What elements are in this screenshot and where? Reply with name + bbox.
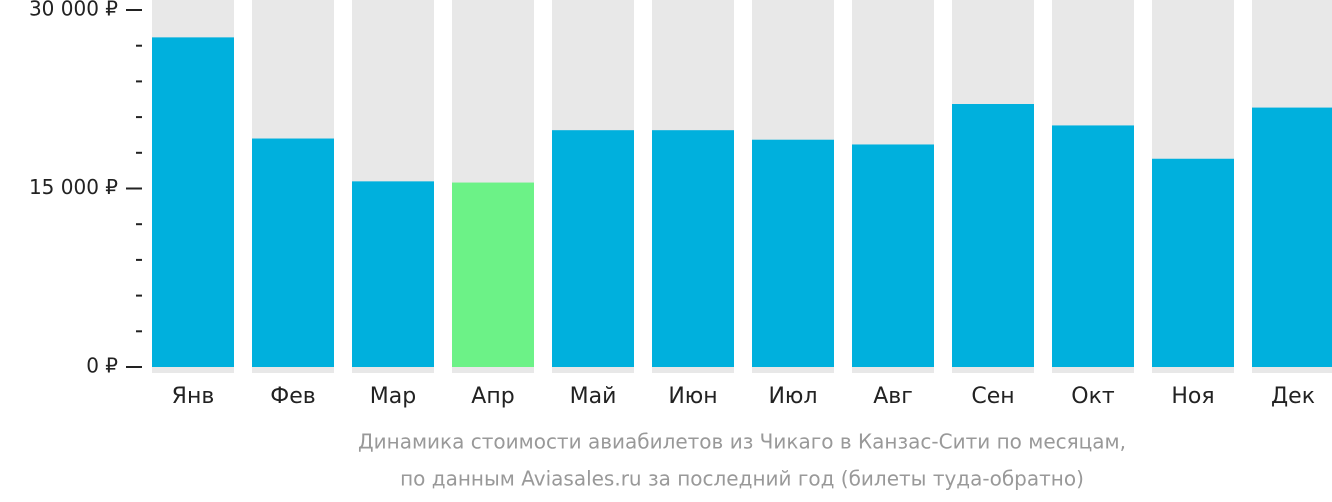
x-tick-label: Июн — [668, 384, 717, 409]
x-tick-label: Сен — [971, 384, 1014, 409]
x-tick-label: Апр — [471, 384, 514, 409]
bar — [452, 182, 534, 367]
bar — [152, 37, 234, 368]
bar — [852, 144, 934, 367]
bar — [652, 130, 734, 367]
x-tick-label: Окт — [1071, 384, 1115, 409]
y-tick-label: 15 000 ₽ — [29, 175, 118, 199]
bar — [252, 138, 334, 367]
x-tick-label: Фев — [270, 384, 315, 409]
bar — [552, 130, 634, 367]
x-tick-label: Янв — [172, 384, 215, 409]
y-tick-label: 0 ₽ — [86, 354, 118, 378]
x-tick-label: Ноя — [1171, 384, 1214, 409]
caption: Динамика стоимости авиабилетов из Чикаго… — [358, 430, 1126, 454]
bar — [1252, 107, 1332, 367]
bar — [1052, 125, 1134, 368]
x-tick-label: Май — [570, 384, 617, 409]
x-tick-label: Июл — [768, 384, 817, 409]
bar — [952, 104, 1034, 367]
bar — [1152, 158, 1234, 367]
bar — [352, 181, 434, 367]
x-tick-label: Авг — [873, 384, 913, 409]
x-tick-label: Мар — [370, 384, 416, 409]
caption: по данным Aviasales.ru за последний год … — [400, 467, 1084, 491]
bar — [752, 139, 834, 367]
y-tick-label: 30 000 ₽ — [29, 0, 118, 21]
x-tick-label: Дек — [1271, 384, 1315, 409]
